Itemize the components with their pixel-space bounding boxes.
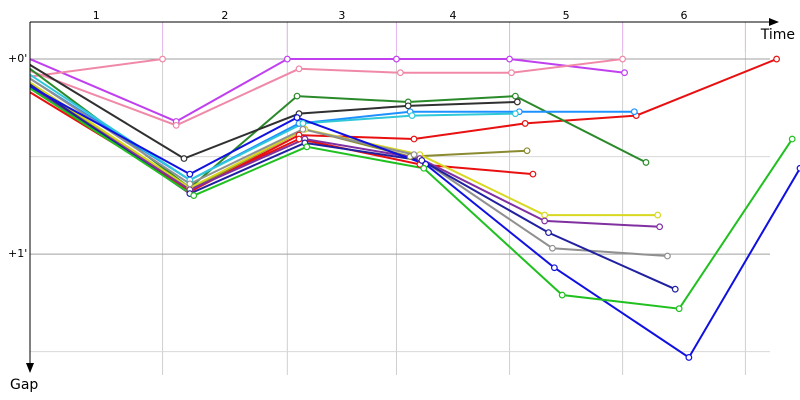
lap-label: 2 — [221, 9, 228, 22]
point — [630, 108, 638, 116]
point — [508, 69, 515, 77]
point — [788, 135, 796, 143]
series-line — [29, 87, 794, 310]
point — [299, 120, 307, 127]
point — [295, 65, 303, 73]
plot — [29, 55, 800, 361]
point — [549, 244, 556, 252]
point — [283, 55, 291, 63]
point — [172, 121, 180, 129]
lap-label: 6 — [681, 9, 688, 22]
point — [393, 55, 400, 63]
point — [420, 164, 428, 172]
point — [621, 69, 628, 77]
point — [654, 211, 662, 219]
point — [773, 55, 781, 63]
point — [295, 135, 303, 143]
point — [796, 164, 800, 172]
lap-label: 5 — [563, 9, 570, 22]
series-line — [29, 85, 800, 359]
point — [511, 92, 519, 100]
point — [303, 143, 311, 151]
point — [521, 120, 529, 127]
lap-label: 4 — [450, 9, 457, 22]
point — [293, 114, 301, 121]
point — [190, 192, 198, 199]
point — [523, 147, 531, 155]
series-line — [29, 58, 623, 127]
series-line — [29, 83, 676, 291]
series-line — [29, 58, 163, 78]
point — [180, 155, 188, 162]
point — [642, 159, 650, 166]
point — [418, 157, 426, 164]
series-line — [29, 68, 647, 190]
point — [186, 170, 194, 178]
point — [541, 211, 549, 219]
point — [293, 92, 301, 100]
y-tick-label: +1' — [8, 247, 27, 260]
point — [408, 112, 416, 120]
point — [511, 110, 519, 118]
point — [671, 285, 679, 293]
series-line — [29, 58, 777, 193]
point — [545, 229, 552, 237]
lap-label: 3 — [338, 9, 345, 22]
x-axis-title: Time — [760, 27, 795, 43]
point — [404, 102, 412, 110]
series-line — [29, 58, 625, 123]
point — [664, 252, 671, 260]
point — [159, 55, 166, 63]
y-axis-title: Gap — [10, 377, 38, 393]
point — [656, 223, 664, 231]
point — [396, 69, 404, 77]
point — [619, 55, 627, 63]
point — [550, 264, 558, 272]
lap-label: 1 — [93, 9, 100, 22]
point — [675, 305, 683, 313]
point — [513, 98, 521, 106]
point — [529, 170, 537, 178]
point — [186, 180, 194, 188]
point — [685, 354, 693, 361]
series-line — [29, 77, 668, 258]
point — [410, 151, 418, 159]
y-tick-label: +0' — [8, 52, 27, 65]
point — [506, 55, 513, 63]
series-line — [29, 85, 660, 228]
point — [541, 217, 549, 225]
point — [299, 125, 307, 133]
point — [410, 135, 418, 143]
point — [558, 291, 566, 299]
